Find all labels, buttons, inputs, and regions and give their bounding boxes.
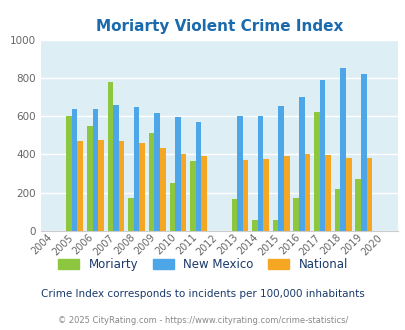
Bar [304, 154, 309, 231]
Bar [319, 80, 324, 231]
Bar [139, 143, 145, 231]
Bar [201, 155, 207, 231]
Bar [180, 154, 186, 231]
Bar [354, 179, 360, 231]
Title: Moriarty Violent Crime Index: Moriarty Violent Crime Index [95, 19, 342, 34]
Bar [257, 116, 263, 231]
Bar [107, 82, 113, 231]
Bar [324, 155, 330, 231]
Bar [113, 105, 119, 231]
Bar [360, 74, 366, 231]
Text: Crime Index corresponds to incidents per 100,000 inhabitants: Crime Index corresponds to incidents per… [41, 289, 364, 299]
Bar [293, 198, 298, 231]
Bar [231, 199, 237, 231]
Bar [72, 109, 77, 231]
Bar [242, 160, 247, 231]
Bar [190, 161, 195, 231]
Bar [283, 155, 289, 231]
Bar [278, 106, 283, 231]
Bar [272, 219, 278, 231]
Bar [160, 148, 165, 231]
Bar [313, 112, 319, 231]
Bar [77, 142, 83, 231]
Bar [334, 189, 339, 231]
Bar [134, 107, 139, 231]
Bar [175, 116, 180, 231]
Bar [92, 109, 98, 231]
Legend: Moriarty, New Mexico, National: Moriarty, New Mexico, National [53, 253, 352, 276]
Bar [237, 116, 242, 231]
Bar [263, 159, 268, 231]
Bar [366, 158, 371, 231]
Bar [66, 116, 72, 231]
Bar [87, 126, 92, 231]
Bar [252, 220, 257, 231]
Bar [345, 158, 351, 231]
Bar [154, 113, 160, 231]
Bar [119, 142, 124, 231]
Bar [169, 183, 175, 231]
Bar [195, 121, 201, 231]
Bar [298, 97, 304, 231]
Bar [339, 68, 345, 231]
Bar [149, 133, 154, 231]
Text: © 2025 CityRating.com - https://www.cityrating.com/crime-statistics/: © 2025 CityRating.com - https://www.city… [58, 316, 347, 325]
Bar [98, 140, 103, 231]
Bar [128, 198, 134, 231]
